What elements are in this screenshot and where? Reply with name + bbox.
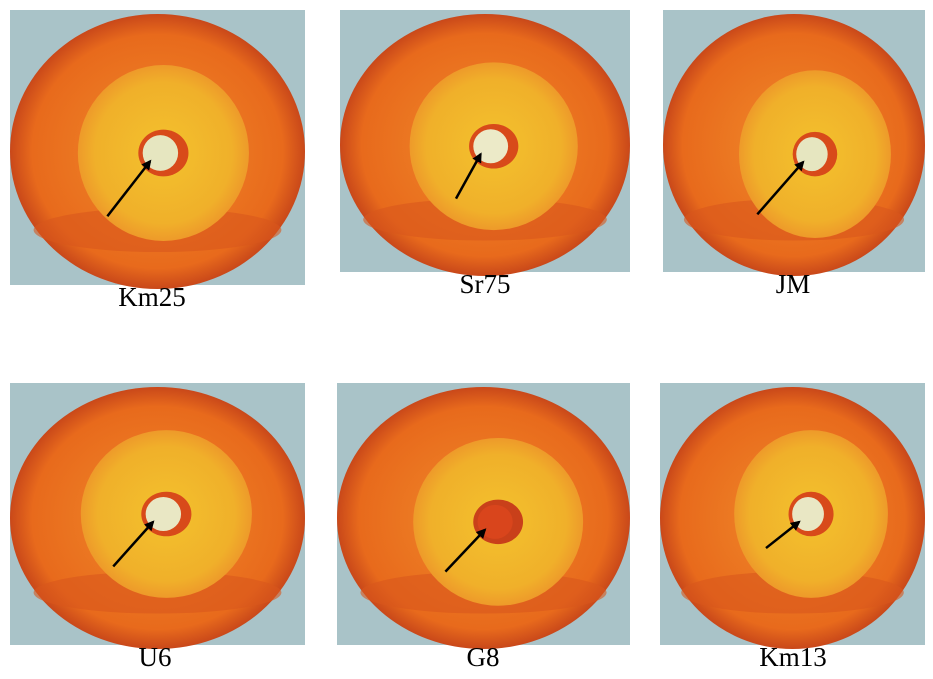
plate-panel: G8 <box>337 383 630 672</box>
panel-label: JM <box>776 269 811 299</box>
panel-label: U6 <box>139 642 172 672</box>
colony <box>792 497 824 531</box>
panel-label: G8 <box>467 642 500 672</box>
plate-panel: Km25 <box>10 10 305 312</box>
plate-panel: Km13 <box>660 383 925 672</box>
page: Km25Sr75JMU6G8Km13 (() => { const data =… <box>0 0 933 674</box>
panel-label: Sr75 <box>459 269 510 299</box>
figure: Km25 Sr75 JM U6 G8 Km13 <box>0 0 933 674</box>
plate-panel: JM <box>663 10 925 299</box>
plate-panel: U6 <box>10 383 305 672</box>
panel-label: Km25 <box>118 282 186 312</box>
plate-panel: Sr75 <box>340 10 630 299</box>
panel-label: Km13 <box>759 642 827 672</box>
